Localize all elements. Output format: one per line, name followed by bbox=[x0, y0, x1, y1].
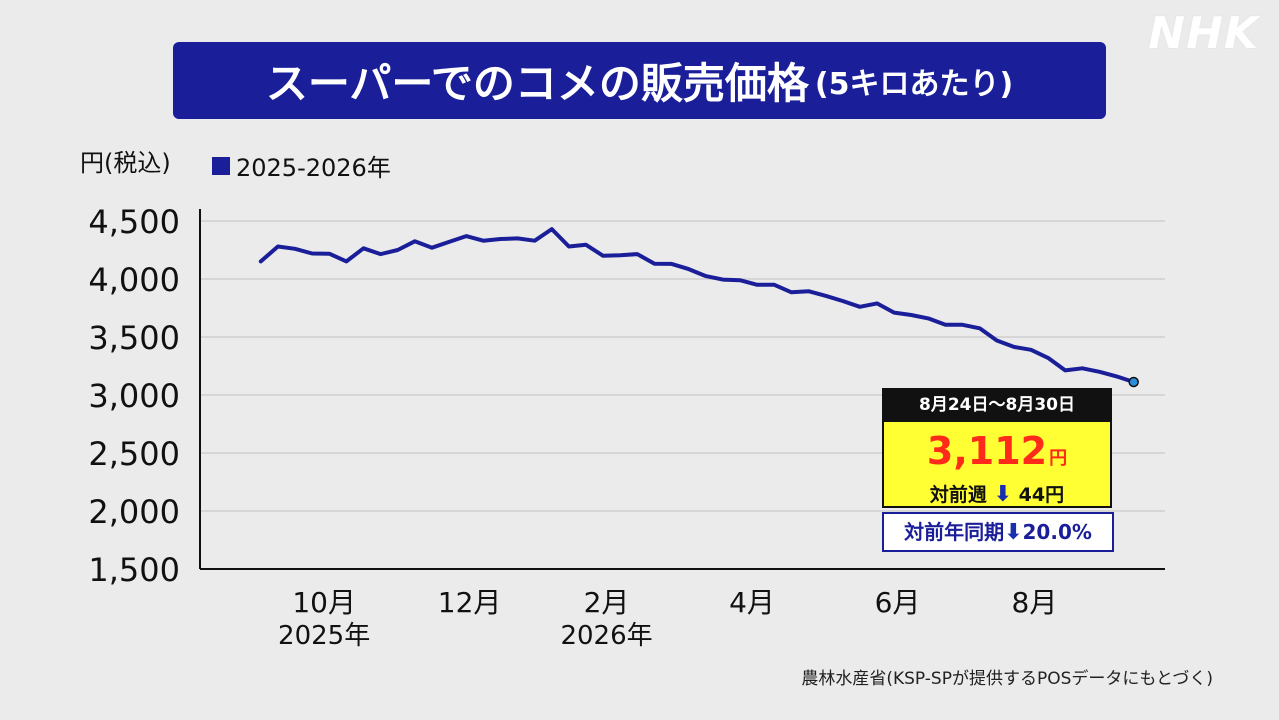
x-tick-year-label: 2025年 bbox=[278, 621, 370, 651]
chart-title-banner: スーパーでのコメの販売価格 (5キロあたり) bbox=[173, 42, 1106, 119]
year-change-value: 20.0% bbox=[1022, 520, 1092, 544]
y-tick-label: 4,000 bbox=[88, 261, 180, 299]
y-tick-label: 3,500 bbox=[88, 319, 180, 357]
x-tick-label: 10月 bbox=[292, 586, 356, 619]
x-tick-label: 2月 bbox=[584, 586, 630, 619]
callout-price-value: 3,112 bbox=[926, 429, 1048, 473]
week-change-label: 対前週 bbox=[929, 484, 987, 506]
data-source: 農林水産省(KSP-SPが提供するPOSデータにもとづく) bbox=[801, 669, 1213, 689]
y-tick-label: 1,500 bbox=[88, 551, 180, 589]
year-over-year-badge: 対前年同期⬇20.0% bbox=[882, 512, 1114, 552]
year-change-label: 対前年同期 bbox=[904, 520, 1005, 544]
series-line bbox=[258, 227, 1136, 384]
y-axis-label: 円(税込) bbox=[80, 149, 171, 177]
legend-swatch bbox=[212, 156, 230, 175]
callout-price: 3,112 円 bbox=[884, 422, 1110, 482]
y-tick-label: 3,000 bbox=[88, 377, 180, 415]
latest-data-point bbox=[1128, 376, 1139, 388]
legend: 2025-2026年 bbox=[212, 148, 391, 183]
down-arrow-icon: ⬇ bbox=[1004, 520, 1023, 545]
y-tick-label: 2,000 bbox=[88, 493, 180, 531]
x-tick-year-label: 2026年 bbox=[560, 621, 652, 651]
callout-price-box: 3,112 円 対前週 ⬇ 44円 bbox=[882, 422, 1112, 508]
latest-price-callout: 8月24日～8月30日 3,112 円 対前週 ⬇ 44円 bbox=[882, 388, 1112, 508]
week-change-value: 44円 bbox=[1018, 484, 1065, 506]
chart-title: スーパーでのコメの販売価格 bbox=[265, 59, 809, 108]
chart-subtitle: (5キロあたり) bbox=[814, 66, 1014, 102]
x-tick-label: 4月 bbox=[729, 586, 775, 619]
y-tick-label: 2,500 bbox=[88, 435, 180, 473]
callout-price-unit: 円 bbox=[1049, 448, 1068, 469]
y-tick-label: 4,500 bbox=[88, 203, 180, 241]
callout-week-change: 対前週 ⬇ 44円 bbox=[884, 482, 1110, 508]
x-tick-label: 12月 bbox=[438, 586, 502, 619]
x-tick-label: 8月 bbox=[1012, 586, 1058, 619]
x-tick-label: 6月 bbox=[875, 586, 921, 619]
legend-label: 2025-2026年 bbox=[236, 154, 391, 182]
callout-date: 8月24日～8月30日 bbox=[882, 388, 1112, 422]
down-arrow-icon: ⬇ bbox=[993, 482, 1012, 507]
broadcaster-logo: NHK bbox=[1148, 8, 1259, 59]
